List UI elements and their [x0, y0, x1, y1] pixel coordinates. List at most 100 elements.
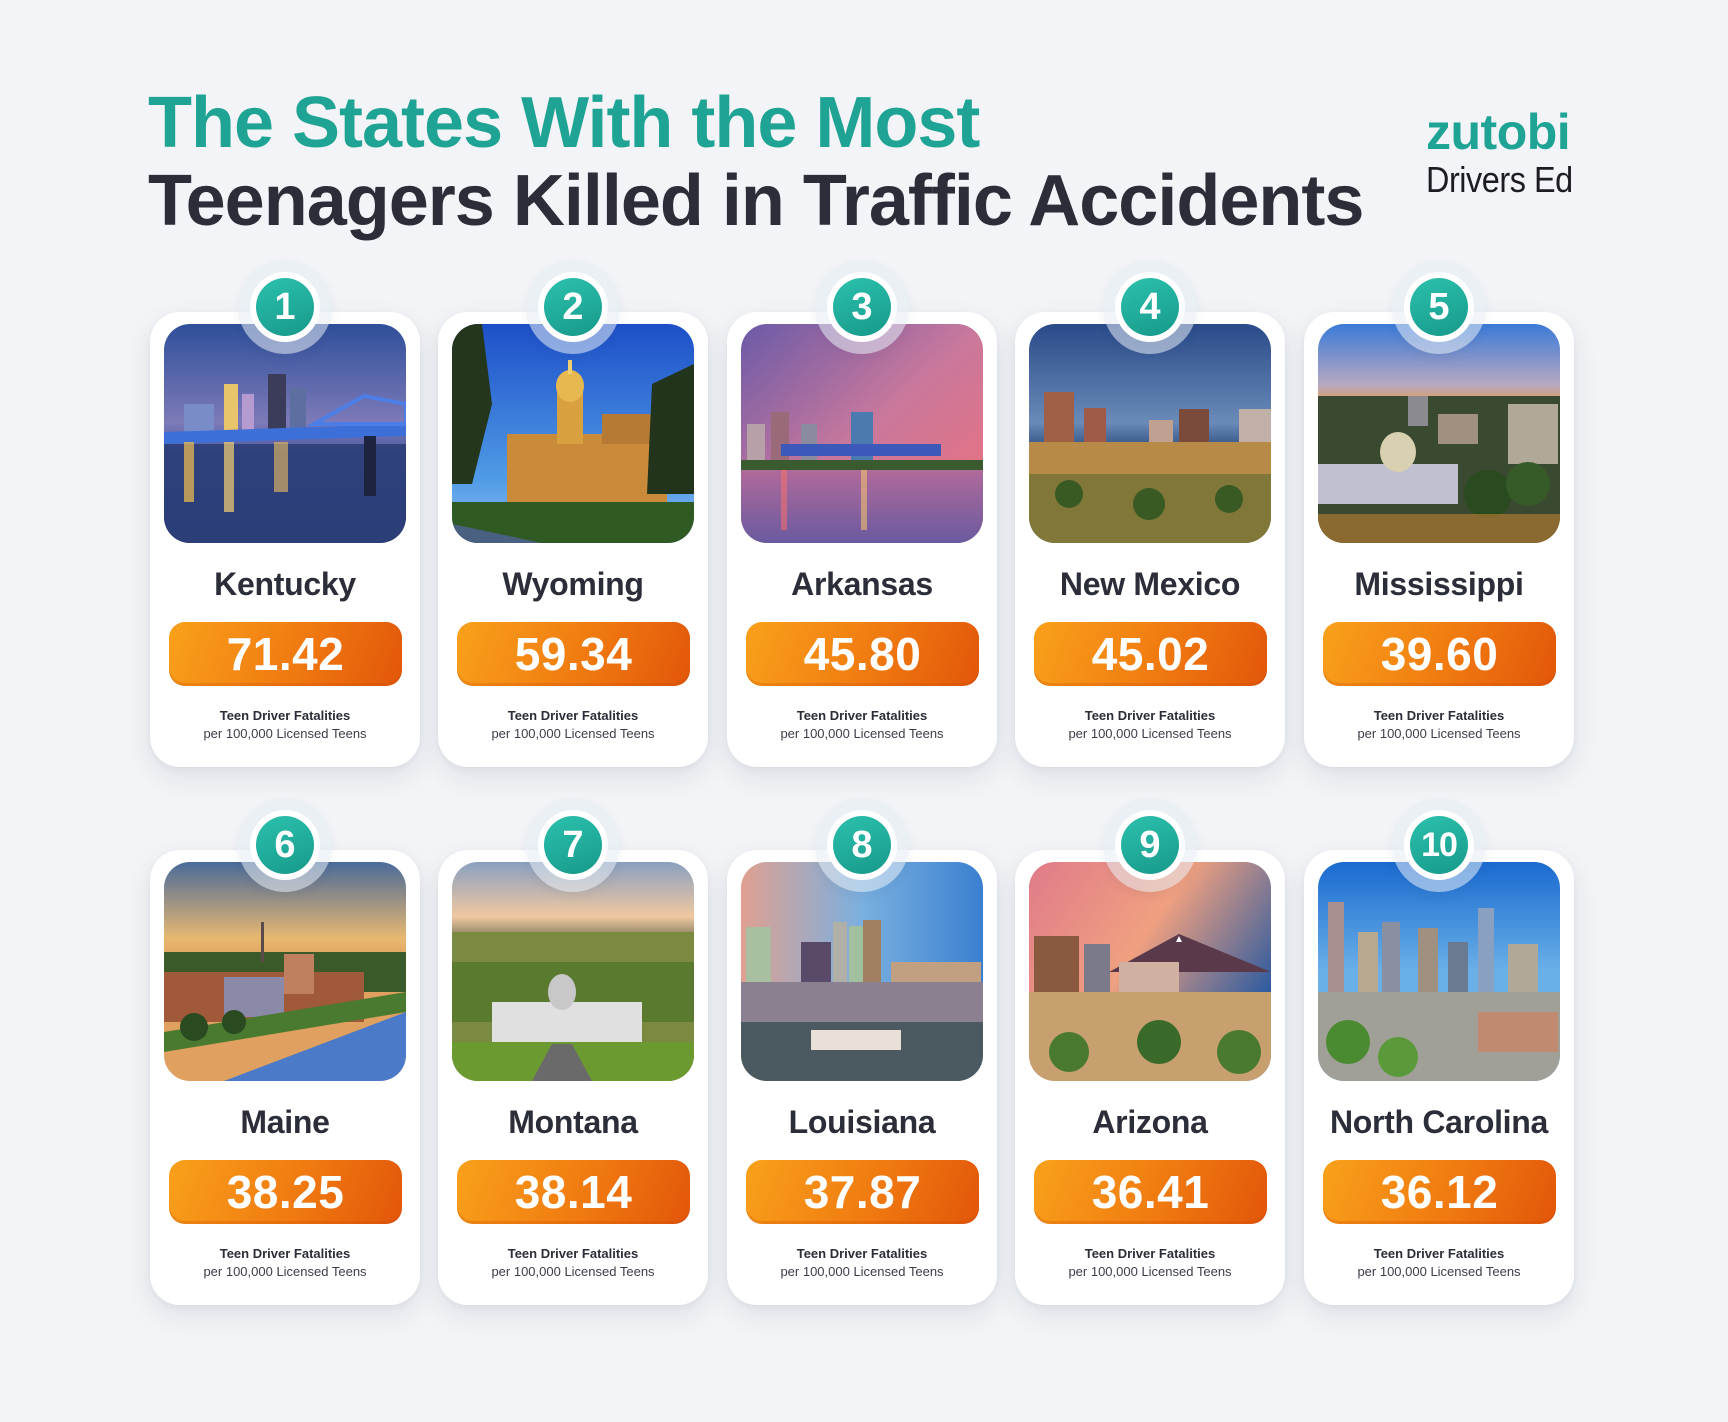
caption-line-1: Teen Driver Fatalities [1373, 708, 1505, 723]
fatality-rate-value: 39.60 [1323, 622, 1556, 686]
rank-badge: 3 [827, 272, 897, 342]
rank-badge: 6 [250, 810, 320, 880]
rank-badge: 1 [250, 272, 320, 342]
capitol-photo-icon [452, 862, 694, 1081]
fatality-rate-value: 59.34 [457, 622, 690, 686]
state-name: Arizona [1092, 1104, 1208, 1140]
metric-caption: Teen Driver Fatalities per 100,000 Licen… [1304, 1245, 1574, 1281]
city-photo-maine [164, 862, 406, 1081]
state-card: 1 Kentucky 71.42 Teen Driver Fatalities … [150, 260, 420, 767]
page-title: The States With the Most Teenagers Kille… [148, 83, 1364, 241]
state-card: 5 Mississippi 39.60 Teen Driver Fataliti… [1304, 260, 1574, 767]
rank-badge: 9 [1115, 810, 1185, 880]
city-photo-arkansas [741, 324, 983, 543]
state-name: Wyoming [502, 566, 644, 602]
metric-caption: Teen Driver Fatalities per 100,000 Licen… [1015, 707, 1285, 743]
rank-badge: 5 [1404, 272, 1474, 342]
fatality-rate-value: 38.14 [457, 1160, 690, 1224]
fatality-rate-value: 45.80 [746, 622, 979, 686]
rank-number: 3 [833, 278, 891, 336]
city-photo-mississippi [1318, 324, 1560, 543]
rank-number: 9 [1121, 816, 1179, 874]
state-card: 3 Arkansas 45.80 Teen Driver Fatalities … [727, 260, 997, 767]
title-line-1: The States With the Most [148, 83, 980, 163]
caption-line-1: Teen Driver Fatalities [796, 1246, 928, 1261]
fatality-rate-value: 38.25 [169, 1160, 402, 1224]
caption-line-2: per 100,000 Licensed Teens [491, 726, 655, 741]
caption-line-1: Teen Driver Fatalities [1084, 708, 1216, 723]
mountain-skyline-photo-icon [1029, 862, 1271, 1081]
state-card: 6 Maine 38.25 Teen Driver Fatalities per… [150, 798, 420, 1305]
city-photo-north-carolina [1318, 862, 1560, 1081]
fatality-rate-value: 36.41 [1034, 1160, 1267, 1224]
rank-number: 6 [256, 816, 314, 874]
state-name: Louisiana [788, 1104, 936, 1140]
metric-caption: Teen Driver Fatalities per 100,000 Licen… [438, 1245, 708, 1281]
state-name: North Carolina [1329, 1104, 1549, 1140]
state-card: 2 Wyoming 59.34 Teen Driver Fatalities p… [438, 260, 708, 767]
caption-line-1: Teen Driver Fatalities [1373, 1246, 1505, 1261]
city-photo-arizona [1029, 862, 1271, 1081]
zutobi-logo: zutobi Drivers Ed [1426, 104, 1589, 200]
state-card: 7 Montana 38.14 Teen Driver Fatalities p… [438, 798, 708, 1305]
caption-line-1: Teen Driver Fatalities [1084, 1246, 1216, 1261]
rank-number: 2 [544, 278, 602, 336]
state-card: 10 North Carolina 36.12 Teen Driver Fata… [1304, 798, 1574, 1305]
capitol-photo-icon [452, 324, 694, 543]
capitol-photo-icon [1318, 324, 1560, 543]
caption-line-1: Teen Driver Fatalities [219, 1246, 351, 1261]
rank-number: 8 [833, 816, 891, 874]
state-card: 4 New Mexico 45.02 Teen Driver Fatalitie… [1015, 260, 1285, 767]
state-name: New Mexico [1059, 566, 1241, 602]
caption-line-1: Teen Driver Fatalities [796, 708, 928, 723]
town-photo-icon [164, 862, 406, 1081]
state-name: Kentucky [214, 566, 356, 602]
caption-line-2: per 100,000 Licensed Teens [780, 1264, 944, 1279]
logo-subtitle: Drivers Ed [1426, 159, 1573, 200]
caption-line-2: per 100,000 Licensed Teens [203, 1264, 367, 1279]
metric-caption: Teen Driver Fatalities per 100,000 Licen… [150, 707, 420, 743]
caption-line-2: per 100,000 Licensed Teens [780, 726, 944, 741]
metric-caption: Teen Driver Fatalities per 100,000 Licen… [727, 707, 997, 743]
metric-caption: Teen Driver Fatalities per 100,000 Licen… [438, 707, 708, 743]
fatality-rate-value: 45.02 [1034, 622, 1267, 686]
state-card: 8 Louisiana 37.87 Teen Driver Fatalities… [727, 798, 997, 1305]
rank-badge: 4 [1115, 272, 1185, 342]
skyline-photo-icon [741, 324, 983, 543]
state-name: Montana [508, 1104, 638, 1140]
rank-number: 5 [1410, 278, 1468, 336]
caption-line-2: per 100,000 Licensed Teens [1357, 1264, 1521, 1279]
skyline-photo-icon [1318, 862, 1560, 1081]
rank-badge: 2 [538, 272, 608, 342]
caption-line-2: per 100,000 Licensed Teens [203, 726, 367, 741]
rank-number: 7 [544, 816, 602, 874]
caption-line-2: per 100,000 Licensed Teens [1068, 1264, 1232, 1279]
state-card: 9 Arizona 36.41 Teen Driver Fatalities p… [1015, 798, 1285, 1305]
caption-line-2: per 100,000 Licensed Teens [491, 1264, 655, 1279]
metric-caption: Teen Driver Fatalities per 100,000 Licen… [727, 1245, 997, 1281]
skyline-photo-icon [1029, 324, 1271, 543]
logo-brand-text: zutobi [1426, 104, 1571, 160]
rank-number: 1 [256, 278, 314, 336]
skyline-photo-icon [164, 324, 406, 543]
rank-number: 4 [1121, 278, 1179, 336]
fatality-rate-value: 71.42 [169, 622, 402, 686]
caption-line-2: per 100,000 Licensed Teens [1357, 726, 1521, 741]
state-name: Arkansas [791, 566, 933, 602]
rank-number: 10 [1410, 816, 1468, 874]
caption-line-1: Teen Driver Fatalities [219, 708, 351, 723]
caption-line-2: per 100,000 Licensed Teens [1068, 726, 1232, 741]
metric-caption: Teen Driver Fatalities per 100,000 Licen… [150, 1245, 420, 1281]
rank-badge: 7 [538, 810, 608, 880]
state-name: Mississippi [1354, 566, 1524, 602]
city-photo-montana [452, 862, 694, 1081]
city-photo-kentucky [164, 324, 406, 543]
metric-caption: Teen Driver Fatalities per 100,000 Licen… [1304, 707, 1574, 743]
state-name: Maine [240, 1104, 330, 1140]
fatality-rate-value: 37.87 [746, 1160, 979, 1224]
riverfront-photo-icon [741, 862, 983, 1081]
title-line-2: Teenagers Killed in Traffic Accidents [148, 161, 1364, 241]
city-photo-wyoming [452, 324, 694, 543]
city-photo-new-mexico [1029, 324, 1271, 543]
fatality-rate-value: 36.12 [1323, 1160, 1556, 1224]
